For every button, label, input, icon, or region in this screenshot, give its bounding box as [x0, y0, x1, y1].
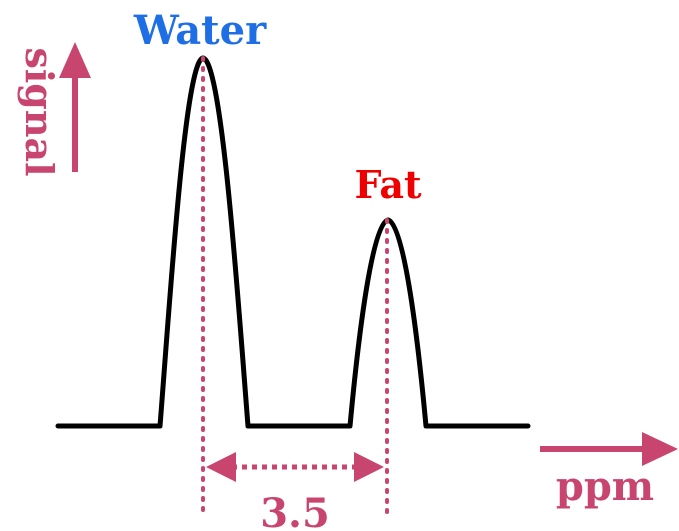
- ppm-arrow-head: [642, 432, 678, 466]
- ppm-label: ppm: [556, 463, 654, 510]
- shift-arrow-right-head: [354, 452, 384, 482]
- spectrum-line: [55, 55, 531, 429]
- shift-arrow-left-head: [206, 452, 236, 482]
- signal-arrow-head: [59, 42, 91, 78]
- water-label: Water: [133, 7, 267, 54]
- signal-label: signal: [17, 47, 62, 176]
- fat-label: Fat: [354, 162, 422, 207]
- shift-value-label: 3.5: [260, 490, 330, 531]
